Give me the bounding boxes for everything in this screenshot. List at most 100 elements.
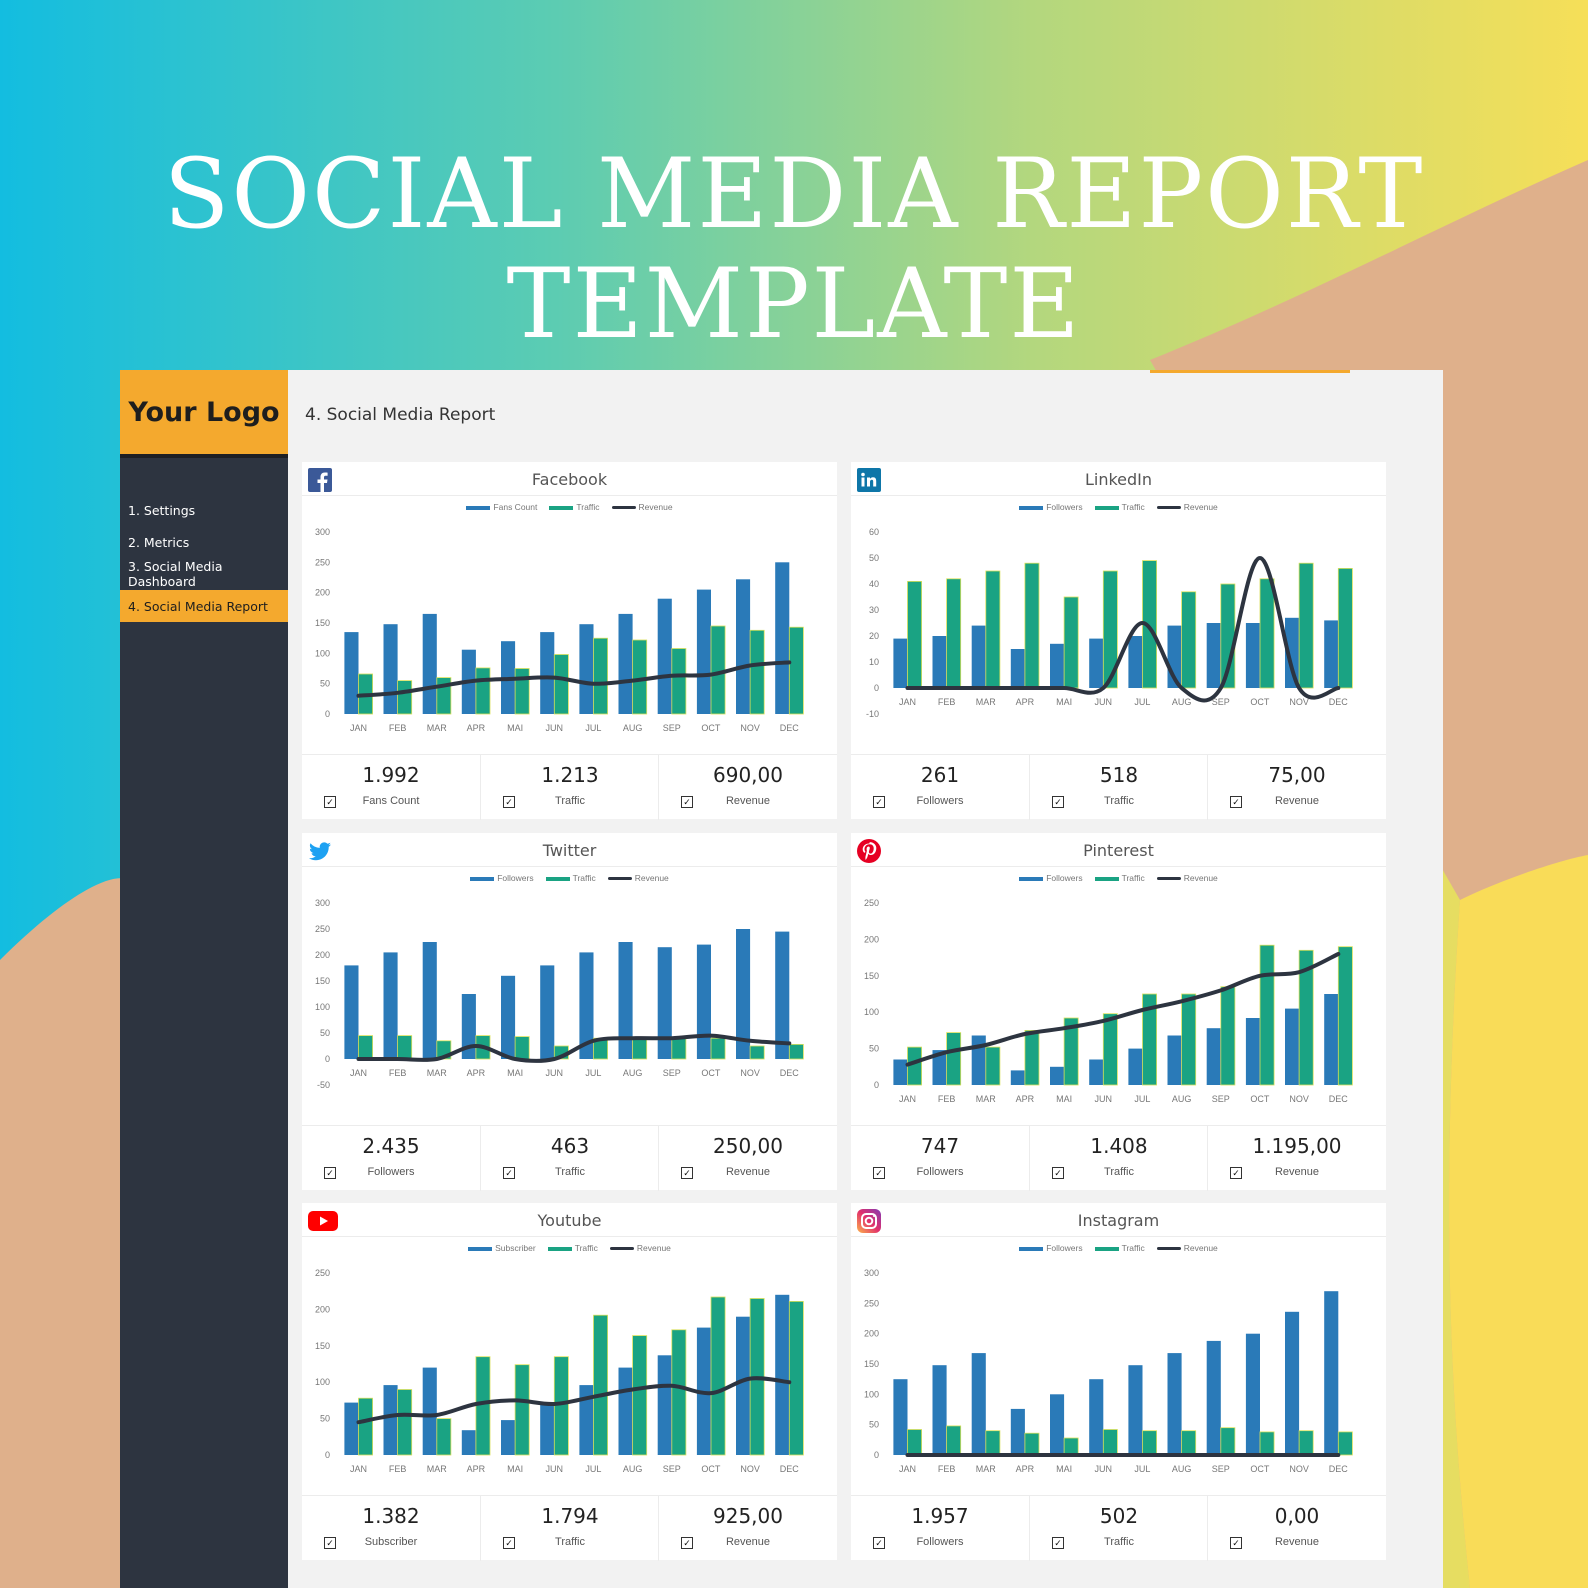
y-tick-label: 0 bbox=[874, 683, 879, 693]
legend-label: Subscriber bbox=[495, 1243, 536, 1253]
bar-traffic-sep bbox=[1220, 986, 1236, 1086]
sidebar-item-social-media-report[interactable]: 4. Social Media Report bbox=[120, 590, 288, 622]
metric-checkbox[interactable]: ✓ bbox=[1052, 1537, 1064, 1549]
x-tick-label: AUG bbox=[623, 723, 643, 733]
bar-traffic-sep bbox=[671, 648, 687, 715]
x-tick-label: FEB bbox=[938, 697, 956, 707]
legend-label: Revenue bbox=[1183, 1243, 1218, 1253]
x-tick-label: AUG bbox=[623, 1464, 643, 1474]
instagram-chart: 0 50 100 150 200 250 300 JAN FEB MAR APR MAI JUN JUL A… bbox=[864, 1268, 1353, 1474]
metric-label: Revenue bbox=[1274, 795, 1320, 807]
y-tick-label: 250 bbox=[864, 898, 879, 908]
legend-label: Followers bbox=[1046, 502, 1083, 512]
metric-checkbox[interactable]: ✓ bbox=[324, 1537, 336, 1549]
x-tick-label: DEC bbox=[780, 1068, 800, 1078]
metric-checkbox[interactable]: ✓ bbox=[681, 1537, 693, 1549]
y-tick-label: 100 bbox=[315, 1377, 330, 1387]
chart-legend: Followers Traffic Revenue bbox=[302, 873, 837, 883]
bar-subscriber-dec bbox=[775, 1294, 790, 1455]
chart-legend: Fans Count Traffic Revenue bbox=[302, 502, 837, 512]
metric-revenue: 1.195,00 ✓ Revenue bbox=[1207, 1126, 1386, 1191]
bar-followers-dec bbox=[775, 931, 790, 1059]
metric-label: Traffic bbox=[1104, 795, 1134, 807]
metric-checkbox[interactable]: ✓ bbox=[503, 1167, 515, 1179]
legend-item: Followers bbox=[1019, 1243, 1083, 1253]
bar-fans-count-mar bbox=[422, 613, 437, 714]
x-tick-label: SEP bbox=[1212, 1464, 1230, 1474]
legend-item: Traffic bbox=[1094, 1243, 1145, 1253]
metric-checkbox[interactable]: ✓ bbox=[873, 1537, 885, 1549]
x-tick-label: JUN bbox=[1095, 1094, 1113, 1104]
x-tick-label: JAN bbox=[350, 1464, 367, 1474]
revenue-line bbox=[356, 1033, 792, 1063]
metric-checkbox[interactable]: ✓ bbox=[503, 1537, 515, 1549]
company-logo[interactable]: Your Logo bbox=[120, 370, 288, 454]
metric-checkbox[interactable]: ✓ bbox=[1052, 796, 1064, 808]
bar-traffic-apr bbox=[1024, 1432, 1040, 1456]
sidebar-item-metrics[interactable]: 2. Metrics bbox=[128, 534, 190, 550]
legend-label: Traffic bbox=[1121, 502, 1145, 512]
top-accent-bar bbox=[1150, 370, 1350, 373]
metric-label: Traffic bbox=[1104, 1166, 1134, 1178]
metric-checkbox[interactable]: ✓ bbox=[324, 796, 336, 808]
metric-traffic: 502 ✓ Traffic bbox=[1029, 1496, 1208, 1561]
x-tick-label: OCT bbox=[701, 1068, 721, 1078]
metric-checkbox[interactable]: ✓ bbox=[1230, 1537, 1242, 1549]
y-tick-label: 50 bbox=[869, 553, 879, 563]
metric-checkbox[interactable]: ✓ bbox=[873, 1167, 885, 1179]
twitter-icon bbox=[308, 839, 332, 863]
metric-checkbox[interactable]: ✓ bbox=[681, 1167, 693, 1179]
bar-traffic-oct bbox=[710, 1037, 726, 1060]
legend-item: Traffic bbox=[1094, 502, 1145, 512]
x-tick-label: MAI bbox=[1056, 697, 1072, 707]
y-tick-label: 300 bbox=[315, 527, 330, 537]
metric-value: 2.435 bbox=[362, 1134, 420, 1158]
sidebar-item-social-media-dashboard[interactable]: 3. Social Media Dashboard bbox=[128, 559, 223, 589]
legend-label: Traffic bbox=[1121, 1243, 1145, 1253]
twitter-chart: -50 0 50 100 150 200 250 300 JAN FEB MAR APR MAI JUN J… bbox=[315, 898, 804, 1090]
bar-followers-dec bbox=[1324, 620, 1339, 688]
chart-legend: Subscriber Traffic Revenue bbox=[302, 1243, 837, 1253]
revenue-line bbox=[356, 1376, 792, 1425]
x-tick-label: APR bbox=[1016, 1094, 1035, 1104]
bar-followers-mai bbox=[1050, 1394, 1065, 1455]
metric-value: 1.213 bbox=[541, 763, 599, 787]
bar-traffic-mai bbox=[514, 668, 530, 715]
instagram-icon bbox=[857, 1209, 881, 1233]
x-tick-label: MAI bbox=[507, 1464, 523, 1474]
legend-label: Revenue bbox=[1183, 502, 1218, 512]
bar-followers-aug bbox=[618, 942, 633, 1059]
metric-value: 1.992 bbox=[362, 763, 420, 787]
x-tick-label: DEC bbox=[780, 1464, 800, 1474]
metric-checkbox[interactable]: ✓ bbox=[1230, 796, 1242, 808]
metric-value: 1.195,00 bbox=[1252, 1134, 1342, 1158]
metric-value: 75,00 bbox=[1268, 763, 1326, 787]
y-tick-label: 200 bbox=[864, 934, 879, 944]
bar-traffic-jul bbox=[1142, 1430, 1158, 1456]
bar-followers-jan bbox=[344, 965, 359, 1059]
metric-checkbox[interactable]: ✓ bbox=[873, 796, 885, 808]
bar-followers-jun bbox=[540, 965, 555, 1059]
bar-traffic-jun bbox=[1102, 1429, 1118, 1456]
y-tick-label: 150 bbox=[864, 1359, 879, 1369]
bar-traffic-feb bbox=[397, 1389, 413, 1456]
metric-checkbox[interactable]: ✓ bbox=[503, 796, 515, 808]
metric-checkbox[interactable]: ✓ bbox=[681, 796, 693, 808]
sidebar-item-settings[interactable]: 1. Settings bbox=[128, 502, 196, 518]
twitter-card: Twitter Followers Traffic Revenue -50 0 50 100 1… bbox=[302, 833, 837, 1191]
metric-value: 518 bbox=[1099, 763, 1139, 787]
bar-traffic-jul bbox=[593, 1314, 609, 1456]
y-tick-label: 50 bbox=[869, 1044, 879, 1054]
metric-value: 1.382 bbox=[362, 1504, 420, 1528]
bar-traffic-jun bbox=[553, 654, 569, 715]
metric-checkbox[interactable]: ✓ bbox=[1052, 1167, 1064, 1179]
x-tick-label: AUG bbox=[1172, 1094, 1192, 1104]
metric-label: Traffic bbox=[1104, 1536, 1134, 1548]
metric-checkbox[interactable]: ✓ bbox=[1230, 1167, 1242, 1179]
y-tick-label: 20 bbox=[869, 631, 879, 641]
legend-label: Traffic bbox=[576, 502, 600, 512]
bar-traffic-aug bbox=[632, 1037, 648, 1060]
metric-checkbox[interactable]: ✓ bbox=[324, 1167, 336, 1179]
metric-value: 261 bbox=[920, 763, 960, 787]
metric-value: 463 bbox=[550, 1134, 590, 1158]
